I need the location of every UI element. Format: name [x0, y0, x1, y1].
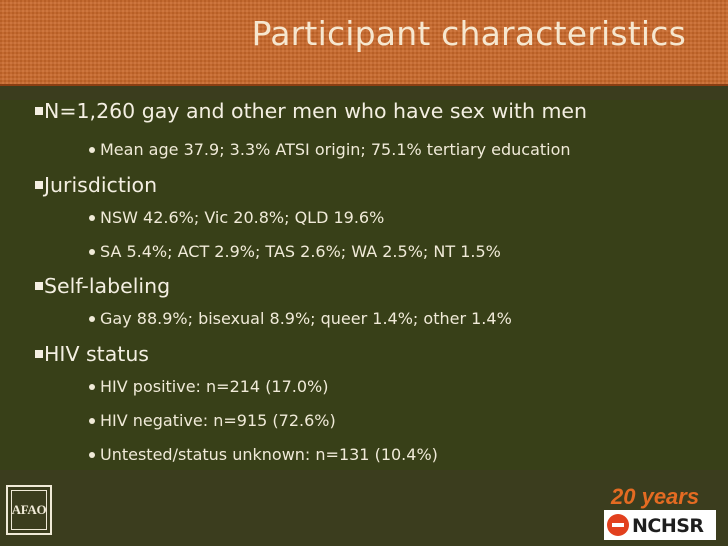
sub-bullet: HIV negative: n=915 (72.6%) — [89, 411, 336, 431]
dot-bullet-icon — [89, 147, 95, 153]
square-bullet-icon — [35, 181, 43, 189]
sub-bullet-text: Mean age 37.9; 3.3% ATSI origin; 75.1% t… — [100, 140, 571, 159]
bullet-self-labeling: Self-labeling — [35, 274, 171, 298]
square-bullet-icon — [35, 282, 43, 290]
slide-body — [0, 100, 728, 470]
sub-bullet-text: NSW 42.6%; Vic 20.8%; QLD 19.6% — [100, 208, 385, 227]
nchsr-circle-icon — [607, 514, 629, 536]
bullet-participants: N=1,260 gay and other men who have sex w… — [35, 99, 588, 123]
dot-bullet-icon — [89, 316, 95, 322]
dot-bullet-icon — [89, 452, 95, 458]
bullet-text: HIV status — [44, 342, 149, 366]
square-bullet-icon — [35, 107, 43, 115]
dot-bullet-icon — [89, 249, 95, 255]
sub-bullet-text: Untested/status unknown: n=131 (10.4%) — [100, 445, 438, 464]
dot-bullet-icon — [89, 215, 95, 221]
sub-bullet-text: HIV negative: n=915 (72.6%) — [100, 411, 336, 430]
anniversary-label: 20 years — [611, 484, 700, 509]
sub-bullet-text: Gay 88.9%; bisexual 8.9%; queer 1.4%; ot… — [100, 309, 512, 328]
sub-bullet-text: SA 5.4%; ACT 2.9%; TAS 2.6%; WA 2.5%; NT… — [100, 242, 501, 261]
sub-bullet-text: HIV positive: n=214 (17.0%) — [100, 377, 329, 396]
bullet-text: N=1,260 gay and other men who have sex w… — [44, 99, 588, 123]
nchsr-logo: NCHSR — [604, 510, 716, 540]
sub-bullet: Mean age 37.9; 3.3% ATSI origin; 75.1% t… — [89, 140, 571, 160]
afao-logo-frame — [11, 490, 47, 530]
nchsr-logo-text: NCHSR — [632, 515, 704, 537]
bullet-text: Jurisdiction — [44, 173, 158, 197]
bullet-hiv-status: HIV status — [35, 342, 149, 366]
sub-bullet: SA 5.4%; ACT 2.9%; TAS 2.6%; WA 2.5%; NT… — [89, 242, 501, 262]
dot-bullet-icon — [89, 384, 95, 390]
title-bar: Participant characteristics — [0, 0, 728, 86]
sub-bullet: NSW 42.6%; Vic 20.8%; QLD 19.6% — [89, 208, 385, 228]
afao-logo-text: AFAO — [11, 502, 47, 517]
slide-title: Participant characteristics — [251, 14, 686, 53]
afao-logo: AFAO — [6, 485, 52, 535]
sub-bullet: Gay 88.9%; bisexual 8.9%; queer 1.4%; ot… — [89, 309, 512, 329]
bullet-jurisdiction: Jurisdiction — [35, 173, 158, 197]
square-bullet-icon — [35, 350, 43, 358]
sub-bullet: Untested/status unknown: n=131 (10.4%) — [89, 445, 438, 465]
bullet-text: Self-labeling — [44, 274, 171, 298]
sub-bullet: HIV positive: n=214 (17.0%) — [89, 377, 329, 397]
dot-bullet-icon — [89, 418, 95, 424]
